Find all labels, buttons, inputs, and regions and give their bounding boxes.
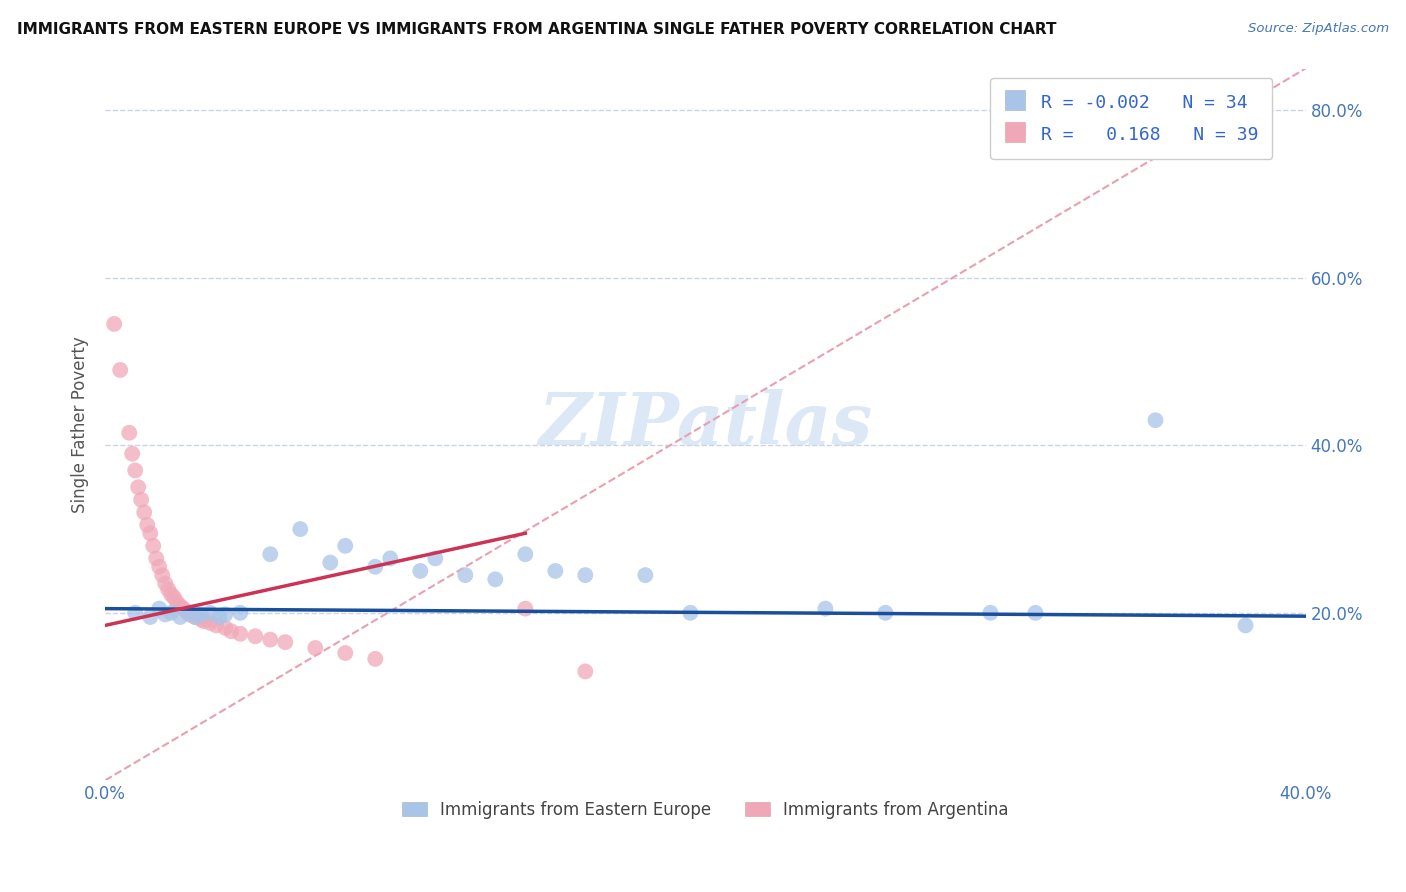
Point: [169, 610, 191, 624]
Point: [259, 632, 281, 647]
Point: [179, 606, 201, 620]
Point: [245, 629, 267, 643]
Point: [110, 363, 132, 377]
Point: [574, 568, 596, 582]
Point: [274, 635, 297, 649]
Point: [1024, 606, 1046, 620]
Point: [145, 551, 167, 566]
Point: [319, 556, 342, 570]
Point: [157, 582, 180, 597]
Point: [229, 626, 252, 640]
Point: [184, 610, 207, 624]
Point: [380, 551, 402, 566]
Point: [190, 613, 212, 627]
Point: [172, 601, 194, 615]
Point: [142, 539, 165, 553]
Point: [174, 604, 197, 618]
Point: [136, 517, 159, 532]
Point: [205, 618, 228, 632]
Point: [160, 606, 183, 620]
Point: [364, 652, 387, 666]
Y-axis label: Single Father Poverty: Single Father Poverty: [72, 336, 89, 513]
Point: [335, 539, 357, 553]
Point: [193, 614, 215, 628]
Point: [134, 505, 156, 519]
Point: [169, 599, 191, 614]
Point: [425, 551, 447, 566]
Point: [335, 646, 357, 660]
Point: [103, 317, 125, 331]
Point: [179, 607, 201, 622]
Point: [139, 526, 162, 541]
Point: [679, 606, 702, 620]
Point: [155, 576, 177, 591]
Point: [515, 547, 537, 561]
Point: [515, 601, 537, 615]
Point: [544, 564, 567, 578]
Point: [139, 610, 162, 624]
Point: [1234, 618, 1257, 632]
Point: [200, 615, 222, 630]
Point: [200, 606, 222, 620]
Point: [118, 425, 141, 440]
Point: [121, 447, 143, 461]
Point: [290, 522, 312, 536]
Point: [484, 572, 506, 586]
Point: [190, 607, 212, 622]
Point: [1144, 413, 1167, 427]
Point: [166, 596, 188, 610]
Point: [124, 606, 146, 620]
Point: [155, 607, 177, 622]
Point: [184, 610, 207, 624]
Point: [129, 492, 152, 507]
Point: [875, 606, 897, 620]
Text: IMMIGRANTS FROM EASTERN EUROPE VS IMMIGRANTS FROM ARGENTINA SINGLE FATHER POVERT: IMMIGRANTS FROM EASTERN EUROPE VS IMMIGR…: [17, 22, 1056, 37]
Point: [160, 587, 183, 601]
Point: [409, 564, 432, 578]
Point: [127, 480, 149, 494]
Point: [148, 559, 170, 574]
Point: [364, 559, 387, 574]
Legend: Immigrants from Eastern Europe, Immigrants from Argentina: Immigrants from Eastern Europe, Immigran…: [395, 794, 1015, 825]
Point: [148, 601, 170, 615]
Point: [634, 568, 657, 582]
Point: [219, 624, 242, 639]
Point: [214, 621, 236, 635]
Point: [124, 463, 146, 477]
Text: ZIPatlas: ZIPatlas: [538, 389, 873, 460]
Point: [163, 591, 186, 605]
Point: [454, 568, 477, 582]
Point: [979, 606, 1001, 620]
Point: [229, 606, 252, 620]
Point: [574, 665, 596, 679]
Point: [150, 568, 173, 582]
Point: [304, 640, 326, 655]
Point: [814, 601, 837, 615]
Point: [259, 547, 281, 561]
Point: [214, 607, 236, 622]
Text: Source: ZipAtlas.com: Source: ZipAtlas.com: [1249, 22, 1389, 36]
Point: [208, 610, 231, 624]
